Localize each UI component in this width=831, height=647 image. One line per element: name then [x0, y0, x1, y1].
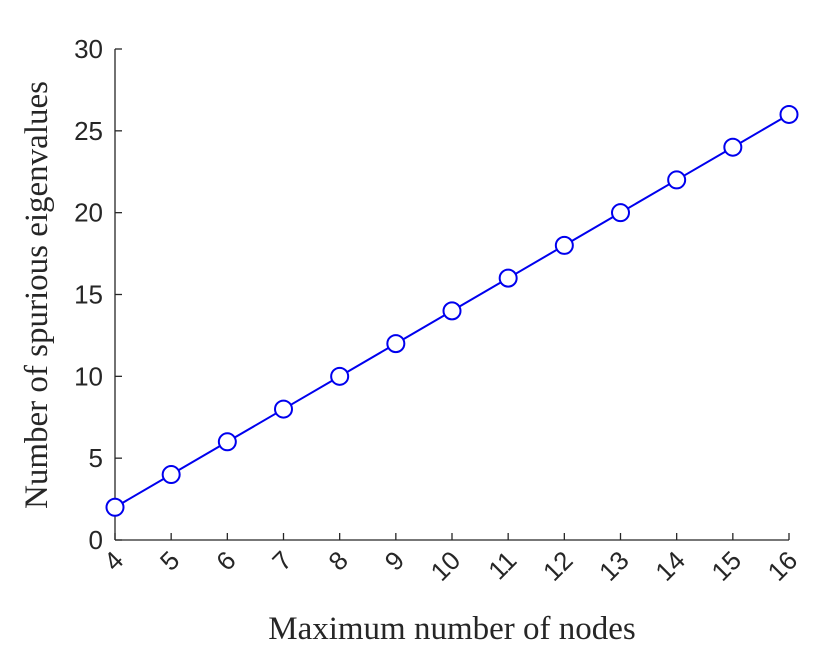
x-tick-label: 15 [705, 545, 747, 587]
data-point [498, 268, 518, 288]
y-tick-label: 5 [89, 443, 103, 473]
data-point [274, 399, 293, 419]
x-tick-label: 9 [379, 545, 410, 576]
data-point [161, 465, 181, 485]
x-tick-label: 10 [425, 545, 467, 587]
plot-area [105, 104, 799, 517]
x-tick-label: 6 [210, 545, 241, 576]
y-tick-label: 15 [74, 280, 103, 310]
y-tick-label: 25 [74, 116, 103, 146]
y-tick-label: 30 [74, 34, 103, 64]
x-tick-label: 7 [266, 545, 297, 576]
y-tick-label: 0 [89, 525, 103, 555]
y-axis-title: Number of spurious eigenvalues [19, 81, 55, 509]
data-point [105, 497, 125, 517]
y-tick-label: 10 [74, 361, 103, 391]
x-tick-label: 4 [98, 545, 129, 576]
data-point [611, 203, 630, 223]
x-tick-label: 11 [482, 545, 522, 585]
data-point [554, 235, 574, 255]
data-point [217, 432, 237, 452]
data-point [442, 301, 462, 321]
y-tick-label: 20 [74, 198, 103, 228]
data-point [330, 366, 350, 386]
x-tick-label: 13 [593, 545, 635, 587]
x-axis: 4 5 6 7 8 9 10 11 12 13 14 15 16 [98, 533, 803, 587]
x-axis-title: Maximum number of nodes [268, 611, 636, 647]
data-point [723, 137, 743, 157]
x-tick-label: 5 [154, 545, 185, 576]
x-tick-label: 14 [649, 545, 691, 587]
x-tick-label: 16 [762, 545, 804, 587]
data-point [667, 170, 687, 190]
data-point [386, 334, 406, 354]
data-point [779, 104, 799, 124]
x-tick-label: 12 [537, 545, 579, 587]
y-axis: 0 5 10 15 20 25 30 [74, 34, 122, 555]
x-tick-label: 8 [322, 545, 353, 576]
